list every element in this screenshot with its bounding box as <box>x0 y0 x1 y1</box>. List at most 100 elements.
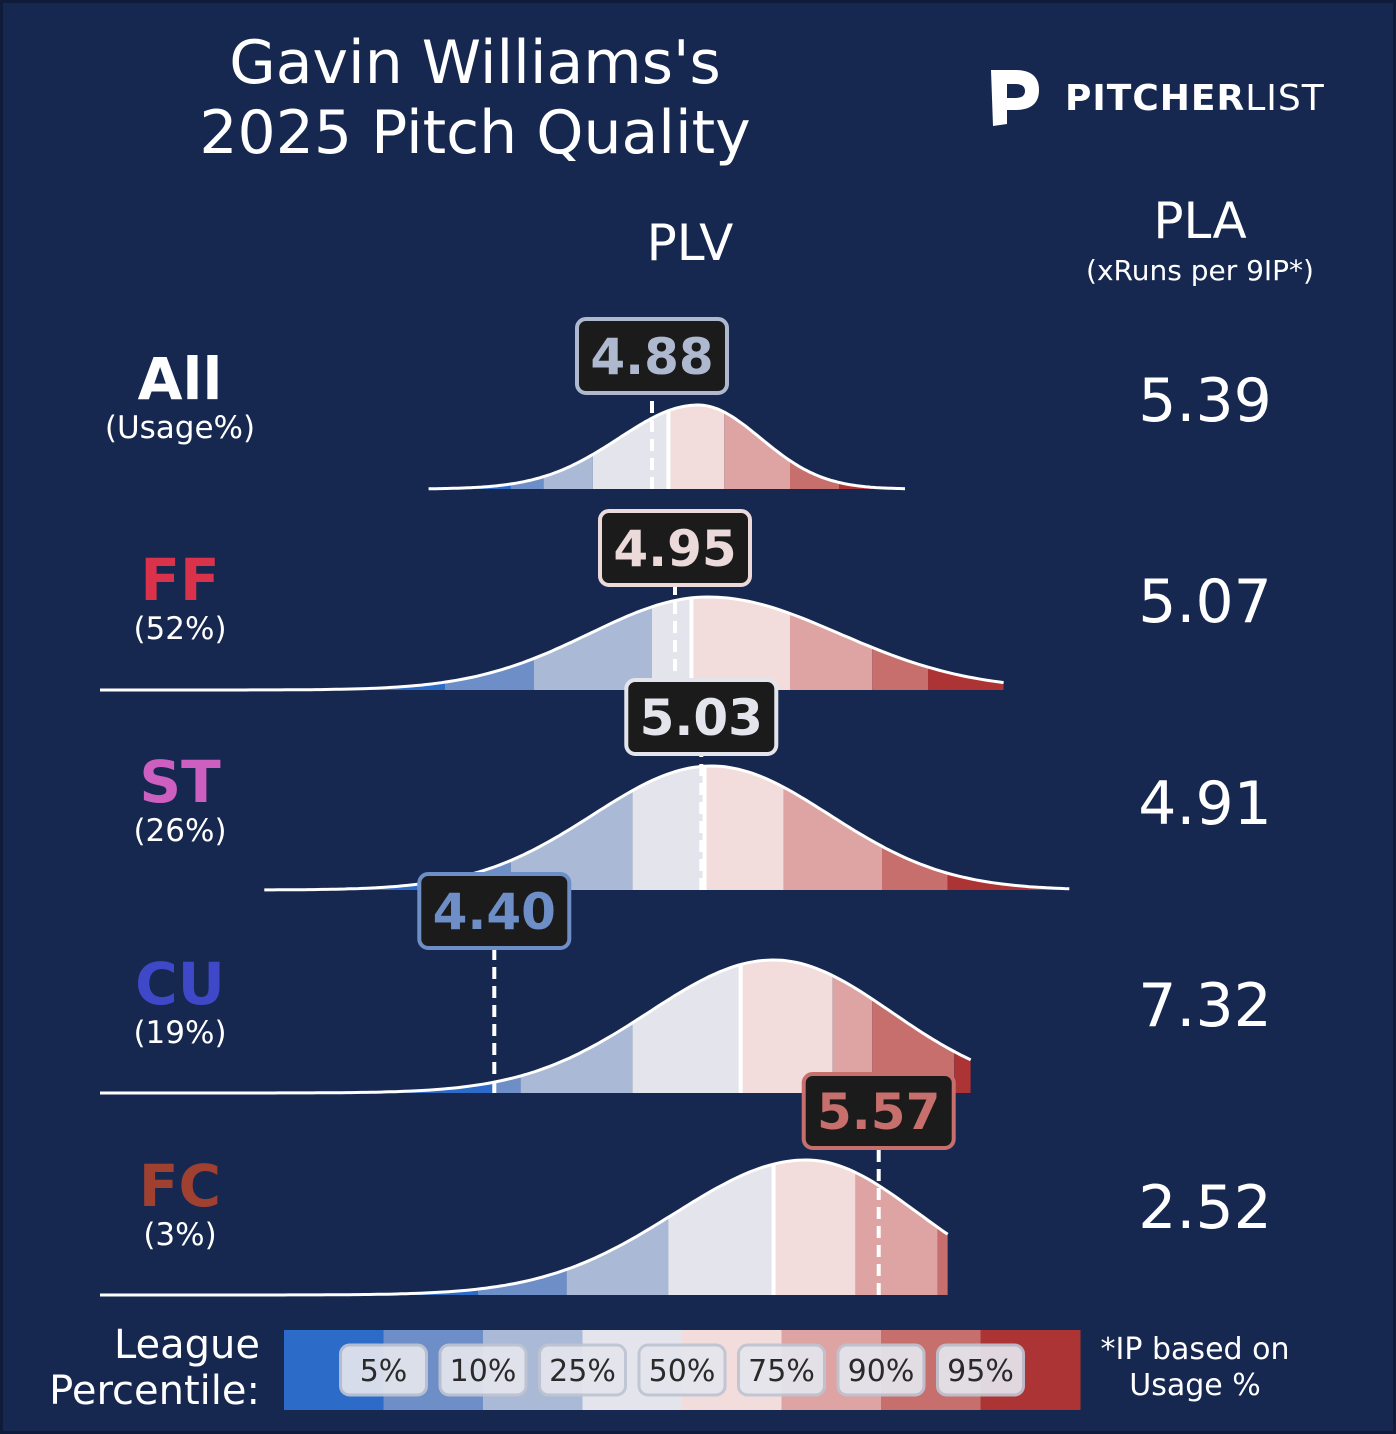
legend-chip-2 <box>438 1343 528 1397</box>
pitcherlist-p-icon <box>991 70 1039 126</box>
pitch-usage-fc: (3%) <box>143 1217 217 1253</box>
density-row-all: 4.88 <box>428 317 906 491</box>
pitch-label-fc: FC <box>138 1152 222 1220</box>
percentile-band-ff-5 <box>691 597 790 690</box>
percentile-band-st-3 <box>510 766 633 890</box>
legend-label-7: 95% <box>947 1354 1014 1389</box>
legend-chip-5 <box>737 1343 826 1397</box>
pla-value-fc: 2.52 <box>1138 1173 1272 1243</box>
percentile-band-cu-1 <box>100 960 495 1093</box>
pitch-usage-all: (Usage%) <box>104 410 256 446</box>
pitch-label-all: All <box>137 345 223 413</box>
plv-badge-cu <box>417 872 572 950</box>
title-line-1: Gavin Williams's <box>229 28 721 98</box>
pla-value-st: 4.91 <box>1138 769 1272 839</box>
pla-value-all: 5.39 <box>1138 366 1272 436</box>
plv-badge-ff <box>598 509 752 587</box>
percentile-band-cu-5 <box>740 960 833 1093</box>
density-outline-all <box>428 403 906 491</box>
pitch-usage-st: (26%) <box>133 813 227 849</box>
percentile-band-cu-2 <box>494 960 521 1093</box>
legend-chip-6 <box>836 1343 926 1397</box>
percentile-band-st-1 <box>264 766 422 890</box>
percentile-band-cu-8 <box>954 960 971 1093</box>
density-outline-cu <box>100 958 972 1095</box>
percentile-band-fc-6 <box>855 1160 938 1295</box>
plv-badge-all <box>575 317 729 395</box>
title-line-2: 2025 Pitch Quality <box>199 98 751 168</box>
percentile-band-ff-6 <box>790 597 873 690</box>
ip-footnote-line-1: *IP based on <box>1100 1332 1290 1367</box>
legend-label-6: 90% <box>848 1354 915 1389</box>
plv-value-all: 4.88 <box>590 328 713 386</box>
legend-label-5: 75% <box>748 1354 815 1389</box>
percentile-band-cu-6 <box>832 960 873 1093</box>
percentile-band-ff-1 <box>100 597 445 690</box>
pla-subheader: (xRuns per 9IP*) <box>1086 254 1314 287</box>
pla-header: PLA <box>1153 192 1247 250</box>
percentile-band-st-2 <box>422 766 511 890</box>
percentile-band-cu-7 <box>872 960 955 1093</box>
pitch-label-st: ST <box>139 748 221 816</box>
density-outline-st <box>264 764 1070 892</box>
percentile-band-all-1 <box>428 405 511 489</box>
legend-chip-7 <box>936 1343 1025 1397</box>
density-row-ff: 4.95 <box>100 509 1004 692</box>
ip-footnote-line-2: Usage % <box>1129 1368 1261 1403</box>
density-outline-fc <box>100 1158 949 1297</box>
percentile-band-st-6 <box>783 766 882 890</box>
percentile-band-ff-7 <box>872 597 928 690</box>
percentile-legend: 5% 10% 25% 50% 75% 90% 95% <box>284 1330 1081 1410</box>
legend-label-4: 50% <box>649 1354 716 1389</box>
plv-value-cu: 4.40 <box>433 883 556 941</box>
percentile-band-ff-4 <box>652 597 692 690</box>
percentile-band-fc-4 <box>668 1160 774 1295</box>
percentile-band-fc-3 <box>566 1160 669 1295</box>
density-row-fc: 5.57 <box>100 1072 956 1297</box>
density-row-st: 5.03 <box>264 678 1070 892</box>
plv-value-st: 5.03 <box>640 689 763 747</box>
percentile-band-fc-5 <box>773 1160 856 1295</box>
pitch-usage-ff: (52%) <box>133 611 227 647</box>
percentile-band-st-4 <box>632 766 705 890</box>
plv-header: PLV <box>646 214 734 272</box>
density-outline-ff <box>100 595 1004 692</box>
legend-label-1: 5% <box>360 1354 408 1389</box>
legend-chip-1 <box>339 1343 428 1397</box>
percentile-band-fc-1 <box>100 1160 478 1295</box>
legend-label-2: 10% <box>450 1354 517 1389</box>
pitch-label-ff: FF <box>140 546 220 614</box>
pla-value-cu: 7.32 <box>1138 971 1272 1041</box>
percentile-band-all-6 <box>724 405 790 489</box>
plv-value-fc: 5.57 <box>817 1083 940 1141</box>
percentile-band-ff-3 <box>533 597 652 690</box>
plv-value-ff: 4.95 <box>613 520 736 578</box>
league-percentile-line-1: League <box>113 1322 260 1368</box>
league-percentile-label: League Percentile: <box>20 1322 260 1414</box>
plv-badge-fc <box>801 1072 956 1150</box>
legend-chip-3 <box>538 1343 627 1397</box>
chart-title: Gavin Williams's 2025 Pitch Quality <box>130 28 820 168</box>
pitcherlist-logo: PITCHERLIST <box>985 62 1345 132</box>
pitcherlist-wordmark: PITCHERLIST <box>1065 78 1325 119</box>
league-percentile-line-2: Percentile: <box>49 1368 260 1414</box>
percentile-band-all-2 <box>510 405 544 489</box>
percentile-band-st-8 <box>947 766 1070 890</box>
pla-value-ff: 5.07 <box>1138 567 1272 637</box>
ip-footnote: *IP based on Usage % <box>1090 1332 1300 1404</box>
density-row-cu: 4.40 <box>100 872 972 1095</box>
brand-bold: PITCHER <box>1065 78 1246 119</box>
brand-light: LIST <box>1245 78 1325 119</box>
legend-label-3: 25% <box>549 1354 616 1389</box>
plv-badge-st <box>624 678 779 756</box>
percentile-band-all-5 <box>668 405 725 489</box>
pitch-label-cu: CU <box>135 950 225 1018</box>
percentile-band-all-8 <box>839 405 905 489</box>
percentile-band-fc-7 <box>937 1160 948 1295</box>
percentile-band-st-5 <box>704 766 784 890</box>
legend-chip-4 <box>637 1343 727 1397</box>
percentile-band-ff-8 <box>928 597 1004 690</box>
pitch-usage-cu: (19%) <box>133 1015 227 1051</box>
percentile-band-all-4 <box>592 405 669 489</box>
